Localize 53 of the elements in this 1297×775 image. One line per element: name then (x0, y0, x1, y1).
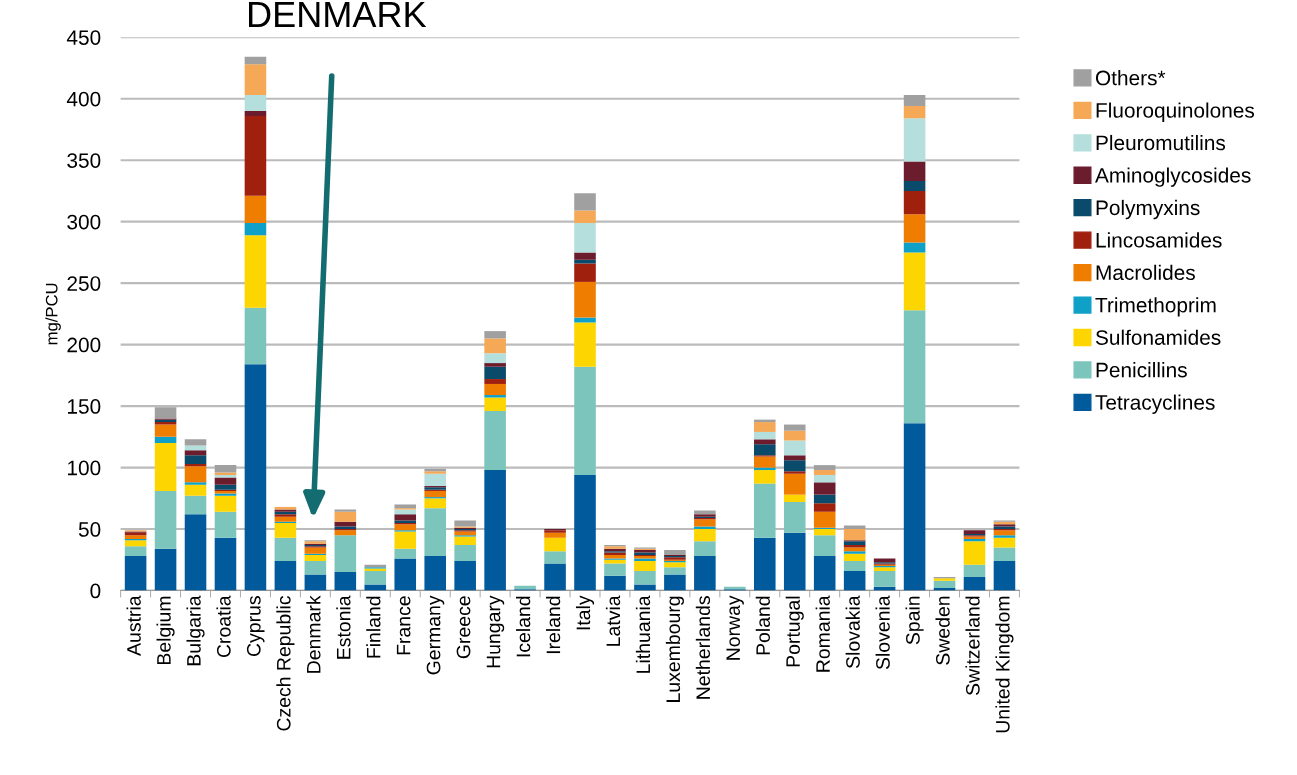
x-tick-label: Slovenia (875, 595, 890, 670)
y-tick-label: 100 (68, 460, 101, 476)
legend-label: Penicillins (1096, 362, 1187, 378)
x-tick-label: Latvia (605, 595, 621, 646)
x-tick-label: United Kingdom (995, 596, 1014, 733)
y-tick-label: 150 (68, 399, 101, 414)
y-tick-label: 0 (90, 583, 101, 599)
x-tick-label: Luxembourg (665, 596, 684, 702)
x-tick-label: Czech Republic (276, 595, 295, 731)
x-tick-label: Lithuania (635, 595, 651, 673)
legend-label: Sulfonamides (1095, 329, 1221, 345)
y-tick-label: 250 (67, 276, 101, 291)
x-tick-label: Greece (456, 596, 471, 659)
text: DENMARK (249, 2, 427, 27)
legend-label: Others* (1095, 70, 1166, 86)
x-tick-label: Romania (815, 595, 830, 672)
legend-label: Polymyxins (1096, 199, 1200, 220)
y-tick-label: 200 (67, 337, 101, 353)
x-tick-label: Spain (905, 596, 924, 645)
x-tick-label: Switzerland (965, 596, 980, 696)
x-tick-label: Denmark (306, 595, 321, 673)
x-tick-label: Finland (366, 596, 381, 658)
x-tick-label: Ireland (545, 596, 561, 654)
legend-label: Trimethoprim (1095, 297, 1216, 317)
legend-label: Pleuromutilins (1096, 134, 1226, 151)
legend-label: Aminoglycosides (1095, 167, 1251, 187)
x-tick-label: Croatia (216, 595, 231, 658)
x-tick-label: Slovakia (845, 595, 860, 669)
x-tick-label: Iceland (516, 596, 531, 657)
x-tick-label: Norway (726, 595, 744, 660)
legend-label: Lincosamides (1096, 232, 1222, 248)
x-tick-label: Cyprus (246, 596, 265, 657)
y-tick-label: 350 (67, 153, 101, 168)
y-axis-title: mg/PCU (45, 283, 61, 345)
x-tick-label: Germany (426, 595, 445, 675)
legend-label: Macrolides (1096, 264, 1195, 281)
y-tick-label: 300 (67, 214, 101, 230)
x-tick-label: Bulgaria (186, 595, 205, 666)
x-tick-label: Hungary (486, 595, 505, 668)
legend-label: Fluoroquinolones (1096, 102, 1255, 122)
y-tick-label: 50 (78, 522, 101, 537)
y-tick-label: 450 (66, 30, 101, 45)
x-tick-label: Portugal (785, 596, 804, 667)
x-tick-label: Netherlands (695, 596, 711, 699)
x-tick-label: France (396, 596, 411, 655)
x-tick-label: Estonia (336, 595, 351, 659)
y-tick-label: 400 (66, 91, 101, 107)
x-tick-label: Belgium (156, 596, 175, 665)
x-tick-label: Italy (575, 595, 595, 630)
x-tick-label: Austria (126, 595, 141, 656)
x-tick-label: Sweden (935, 596, 950, 665)
x-tick-label: Poland (755, 596, 770, 655)
legend-label: Tetracyclines (1095, 394, 1215, 414)
